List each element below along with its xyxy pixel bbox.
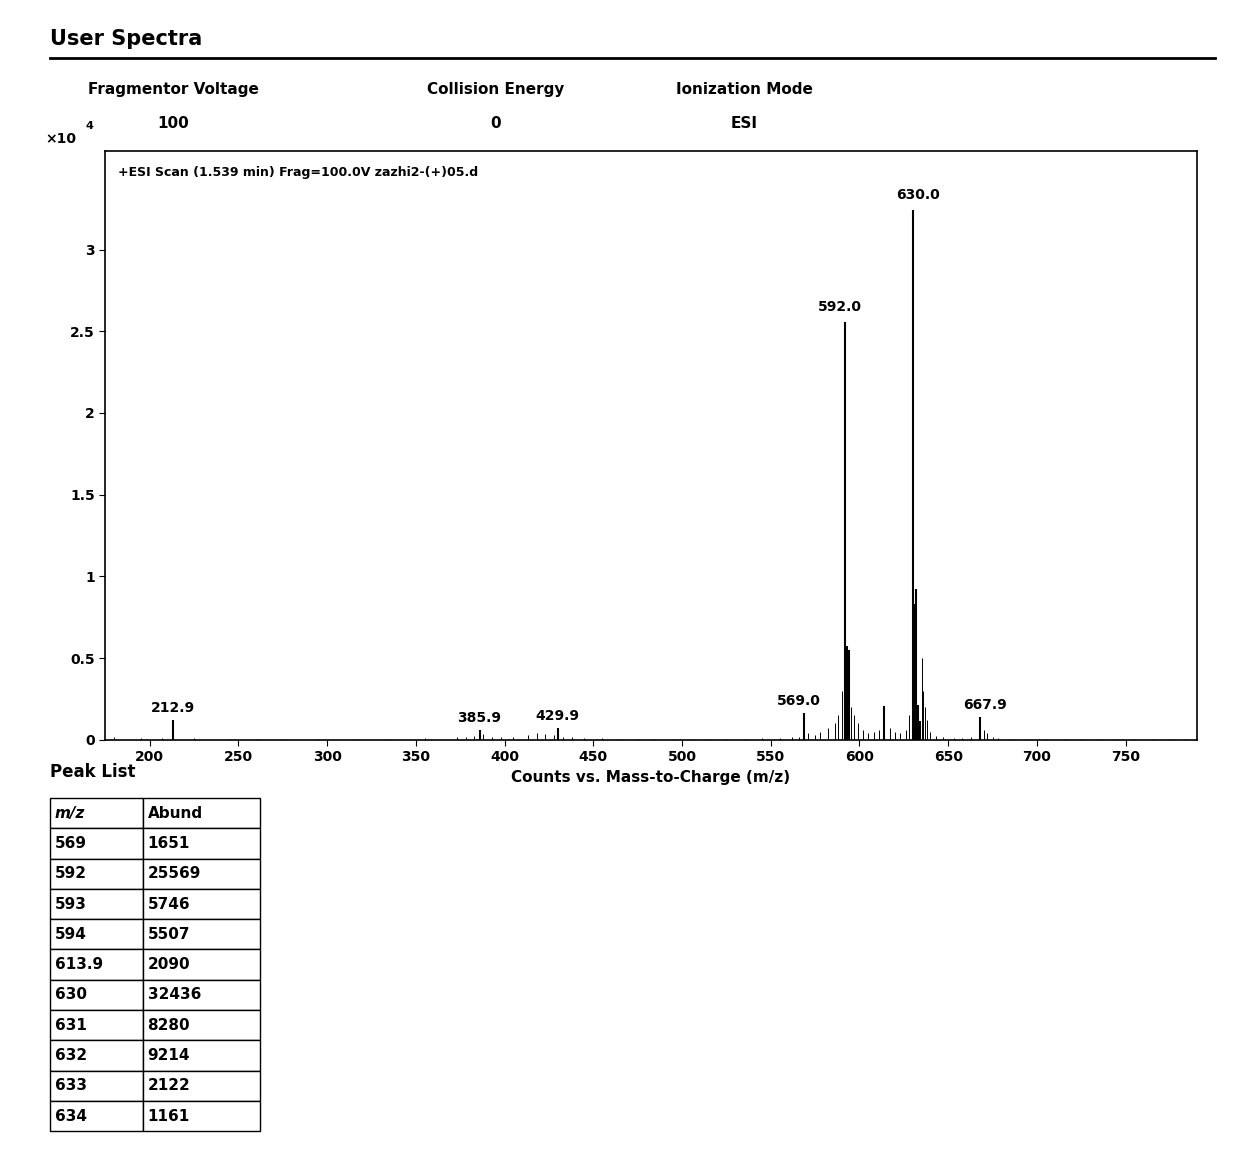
FancyBboxPatch shape [50, 798, 143, 828]
Text: 593: 593 [55, 897, 87, 911]
Text: Ionization Mode: Ionization Mode [676, 82, 812, 97]
FancyBboxPatch shape [143, 1071, 260, 1101]
Text: 667.9: 667.9 [963, 698, 1007, 712]
Text: 569: 569 [55, 836, 87, 850]
FancyBboxPatch shape [50, 1040, 143, 1071]
Text: Peak List: Peak List [50, 763, 135, 781]
FancyBboxPatch shape [50, 919, 143, 949]
FancyBboxPatch shape [50, 828, 143, 859]
Text: Collision Energy: Collision Energy [428, 82, 564, 97]
Text: +ESI Scan (1.539 min) Frag=100.0V zazhi2-(+)05.d: +ESI Scan (1.539 min) Frag=100.0V zazhi2… [119, 167, 479, 179]
Text: Abund: Abund [148, 806, 202, 820]
Text: ×10: ×10 [46, 132, 77, 146]
Text: 385.9: 385.9 [458, 711, 502, 725]
Text: 632: 632 [55, 1048, 87, 1062]
FancyBboxPatch shape [143, 1101, 260, 1131]
Text: 630.0: 630.0 [897, 188, 940, 202]
Text: 631: 631 [55, 1018, 87, 1032]
FancyBboxPatch shape [50, 980, 143, 1010]
FancyBboxPatch shape [50, 889, 143, 919]
Text: 212.9: 212.9 [150, 701, 195, 715]
X-axis label: Counts vs. Mass-to-Charge (m/z): Counts vs. Mass-to-Charge (m/z) [511, 770, 791, 785]
FancyBboxPatch shape [143, 919, 260, 949]
FancyBboxPatch shape [50, 1101, 143, 1131]
FancyBboxPatch shape [143, 949, 260, 980]
Text: 100: 100 [157, 116, 190, 132]
FancyBboxPatch shape [143, 798, 260, 828]
Text: 5507: 5507 [148, 927, 190, 941]
Text: 592: 592 [55, 867, 87, 881]
FancyBboxPatch shape [143, 980, 260, 1010]
Text: 25569: 25569 [148, 867, 201, 881]
Text: 630: 630 [55, 988, 87, 1002]
FancyBboxPatch shape [50, 859, 143, 889]
Text: m/z: m/z [55, 806, 84, 820]
FancyBboxPatch shape [50, 1010, 143, 1040]
Text: 634: 634 [55, 1109, 87, 1123]
FancyBboxPatch shape [50, 1071, 143, 1101]
Text: 429.9: 429.9 [536, 709, 579, 723]
Text: 613.9: 613.9 [55, 958, 103, 972]
FancyBboxPatch shape [143, 1040, 260, 1071]
Text: 8280: 8280 [148, 1018, 190, 1032]
Text: 2090: 2090 [148, 958, 190, 972]
Text: 1651: 1651 [148, 836, 190, 850]
Text: 0: 0 [491, 116, 501, 132]
Text: 592.0: 592.0 [818, 299, 862, 313]
Text: User Spectra: User Spectra [50, 29, 202, 49]
Text: 9214: 9214 [148, 1048, 190, 1062]
FancyBboxPatch shape [50, 949, 143, 980]
Text: 633: 633 [55, 1079, 87, 1093]
FancyBboxPatch shape [143, 828, 260, 859]
Text: 569.0: 569.0 [777, 694, 821, 708]
Text: 594: 594 [55, 927, 87, 941]
FancyBboxPatch shape [143, 889, 260, 919]
FancyBboxPatch shape [143, 1010, 260, 1040]
Text: 32436: 32436 [148, 988, 201, 1002]
Text: 1161: 1161 [148, 1109, 190, 1123]
Text: Fragmentor Voltage: Fragmentor Voltage [88, 82, 259, 97]
Text: 2122: 2122 [148, 1079, 190, 1093]
Text: 4: 4 [86, 121, 94, 130]
FancyBboxPatch shape [143, 859, 260, 889]
Text: 5746: 5746 [148, 897, 190, 911]
Text: ESI: ESI [730, 116, 758, 132]
